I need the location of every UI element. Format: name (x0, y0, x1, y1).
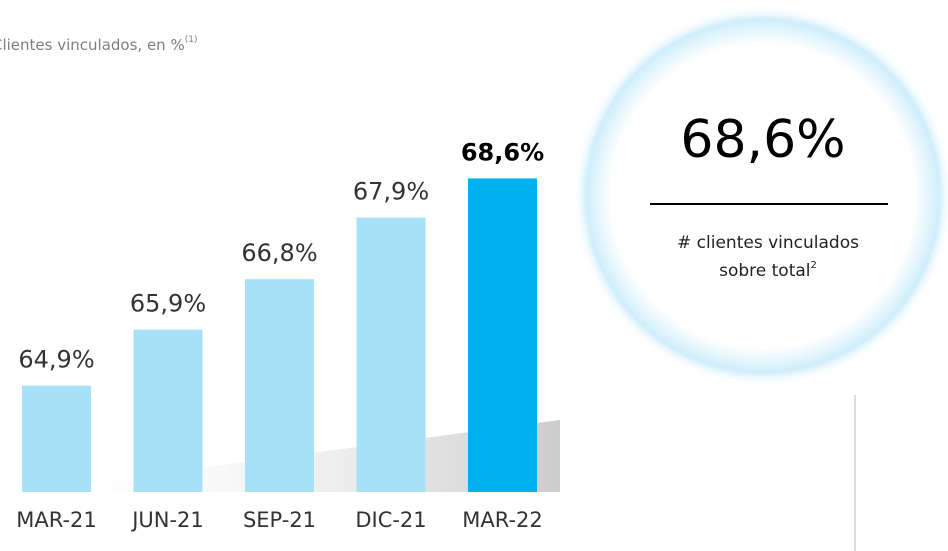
x-tick-label: MAR-21 (16, 508, 97, 532)
bar (245, 279, 314, 492)
bar (356, 217, 426, 492)
kpi-value: 68,6% (680, 110, 845, 170)
x-tick-label: JUN-21 (130, 508, 204, 532)
x-tick-label: SEP-21 (243, 508, 316, 532)
value-label: 66,8% (241, 239, 317, 267)
chart-title: Clientes vinculados, en %(1) (0, 35, 197, 54)
value-label: 68,6% (461, 138, 544, 166)
kpi-label: sobre total2 (719, 260, 817, 281)
kpi-label: # clientes vinculados (677, 233, 859, 253)
x-tick-label: DIC-21 (355, 508, 426, 532)
bar (468, 178, 537, 492)
x-tick-label: MAR-22 (462, 508, 543, 532)
kpi-circle (573, 6, 948, 386)
value-label: 67,9% (353, 178, 429, 206)
bar (22, 385, 91, 492)
value-label: 64,9% (18, 346, 94, 374)
value-label: 65,9% (130, 290, 206, 318)
bar (133, 329, 203, 492)
